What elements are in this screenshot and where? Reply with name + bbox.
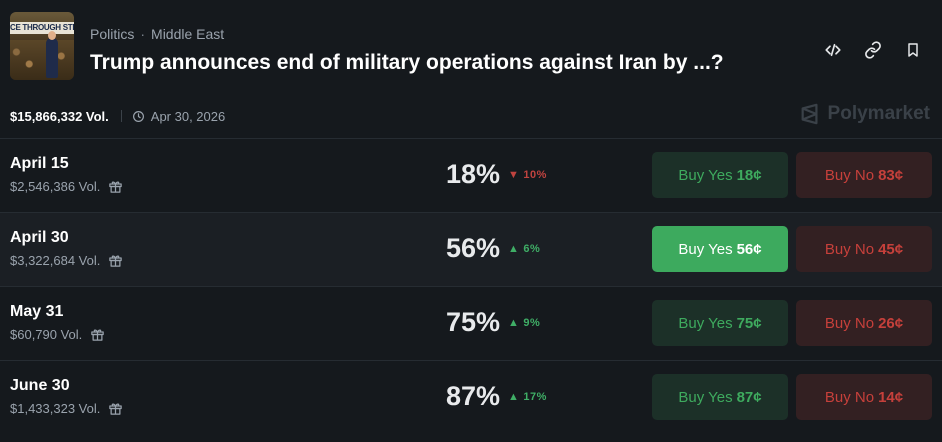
- outcome-date: April 30: [10, 229, 69, 246]
- buy-no-button[interactable]: Buy No 45¢: [796, 226, 932, 272]
- breadcrumb-politics[interactable]: Politics: [90, 26, 135, 42]
- buy-no-price: 26¢: [878, 314, 904, 332]
- outcome-change: ▲ 17%: [508, 391, 547, 403]
- buy-yes-label: Buy Yes: [678, 240, 733, 258]
- market-meta: $15,866,332 Vol. Apr 30, 2026: [10, 107, 225, 125]
- outcome-list: April 15 $2,546,386 Vol. 18% ▼ 10% Buy Y…: [0, 138, 942, 434]
- buy-yes-price: 87¢: [736, 388, 762, 406]
- buy-no-button[interactable]: Buy No 14¢: [796, 374, 932, 420]
- breadcrumb-middle-east[interactable]: Middle East: [151, 26, 225, 42]
- outcome-row-may-31[interactable]: May 31 $60,790 Vol. 75% ▲ 9% Buy Yes 75¢…: [0, 286, 942, 360]
- buy-yes-label: Buy Yes: [678, 166, 733, 184]
- breadcrumb-separator: ·: [140, 26, 146, 42]
- market-thumbnail[interactable]: CE THROUGH STRENG: [10, 12, 74, 80]
- brand-name: Polymarket: [827, 103, 930, 124]
- outcome-change-value: 6%: [523, 243, 541, 255]
- buy-no-button[interactable]: Buy No 83¢: [796, 152, 932, 198]
- outcome-row-april-30[interactable]: April 30 $3,322,684 Vol. 56% ▲ 6% Buy Ye…: [0, 212, 942, 286]
- outcome-date: May 31: [10, 303, 64, 320]
- triangle-down-icon: ▼: [508, 169, 520, 181]
- brand-watermark: Polymarket: [799, 103, 930, 125]
- outcome-volume-text: $1,433,323 Vol.: [10, 401, 101, 416]
- buy-yes-label: Buy Yes: [678, 388, 733, 406]
- thumbnail-figure: [46, 38, 58, 78]
- link-icon: [865, 41, 881, 59]
- total-volume: $15,866,332 Vol.: [10, 108, 109, 124]
- outcome-volume: $1,433,323 Vol.: [10, 401, 123, 416]
- clock-icon: [132, 110, 144, 122]
- thumbnail-figure-head: [48, 31, 56, 40]
- thumbnail-banner: CE THROUGH STRENG: [10, 22, 74, 34]
- buy-yes-button[interactable]: Buy Yes 87¢: [652, 374, 788, 420]
- polymarket-logo-icon: [801, 103, 818, 125]
- buy-no-price: 45¢: [878, 240, 904, 258]
- bookmark-icon: [908, 43, 918, 57]
- outcome-change-value: 10%: [523, 169, 547, 181]
- market-header: CE THROUGH STRENG Politics · Middle East…: [0, 0, 942, 100]
- thumbnail-crowd: [10, 40, 74, 80]
- outcome-change: ▲ 6%: [508, 243, 540, 255]
- page-title: Trump announces end of military operatio…: [90, 51, 724, 74]
- outcome-change-value: 17%: [523, 391, 547, 403]
- buy-no-price: 83¢: [878, 166, 904, 184]
- buy-yes-button[interactable]: Buy Yes 56¢: [652, 226, 788, 272]
- gift-icon[interactable]: [108, 401, 123, 416]
- outcome-probability: 56%: [445, 233, 500, 263]
- buy-yes-button[interactable]: Buy Yes 75¢: [652, 300, 788, 346]
- buy-no-label: Buy No: [824, 388, 875, 406]
- gift-icon[interactable]: [108, 179, 123, 194]
- buy-no-label: Buy No: [824, 314, 875, 332]
- outcome-change-value: 9%: [523, 317, 541, 329]
- embed-button[interactable]: [821, 38, 845, 62]
- outcome-volume: $3,322,684 Vol.: [10, 253, 123, 268]
- triangle-up-icon: ▲: [508, 391, 520, 403]
- end-date: Apr 30, 2026: [132, 109, 225, 124]
- buy-yes-price: 56¢: [736, 240, 762, 258]
- buy-no-label: Buy No: [824, 240, 875, 258]
- triangle-up-icon: ▲: [508, 317, 520, 329]
- gift-icon[interactable]: [108, 253, 123, 268]
- outcome-volume-text: $60,790 Vol.: [10, 327, 83, 342]
- code-icon: [825, 43, 841, 57]
- outcome-row-june-30[interactable]: June 30 $1,433,323 Vol. 87% ▲ 17% Buy Ye…: [0, 360, 942, 434]
- buy-yes-label: Buy Yes: [678, 314, 733, 332]
- buy-no-price: 14¢: [878, 388, 904, 406]
- copy-link-button[interactable]: [861, 38, 885, 62]
- meta-divider: [120, 110, 122, 122]
- outcome-probability: 87%: [445, 381, 500, 411]
- outcome-change: ▲ 9%: [508, 317, 540, 329]
- buy-yes-price: 75¢: [736, 314, 762, 332]
- outcome-date: April 15: [10, 155, 69, 172]
- buy-no-button[interactable]: Buy No 26¢: [796, 300, 932, 346]
- bookmark-button[interactable]: [901, 38, 925, 62]
- buy-yes-button[interactable]: Buy Yes 18¢: [652, 152, 788, 198]
- outcome-volume-text: $2,546,386 Vol.: [10, 179, 101, 194]
- buy-yes-price: 18¢: [736, 166, 762, 184]
- outcome-volume: $60,790 Vol.: [10, 327, 105, 342]
- buy-no-label: Buy No: [824, 166, 875, 184]
- outcome-probability: 18%: [445, 159, 500, 189]
- outcome-volume-text: $3,322,684 Vol.: [10, 253, 101, 268]
- outcome-date: June 30: [10, 377, 70, 394]
- outcome-probability: 75%: [445, 307, 500, 337]
- breadcrumb: Politics · Middle East: [90, 26, 224, 42]
- outcome-change: ▼ 10%: [508, 169, 547, 181]
- end-date-text: Apr 30, 2026: [150, 108, 226, 124]
- gift-icon[interactable]: [90, 327, 105, 342]
- outcome-volume: $2,546,386 Vol.: [10, 179, 123, 194]
- outcome-row-april-15[interactable]: April 15 $2,546,386 Vol. 18% ▼ 10% Buy Y…: [0, 138, 942, 212]
- triangle-up-icon: ▲: [508, 243, 520, 255]
